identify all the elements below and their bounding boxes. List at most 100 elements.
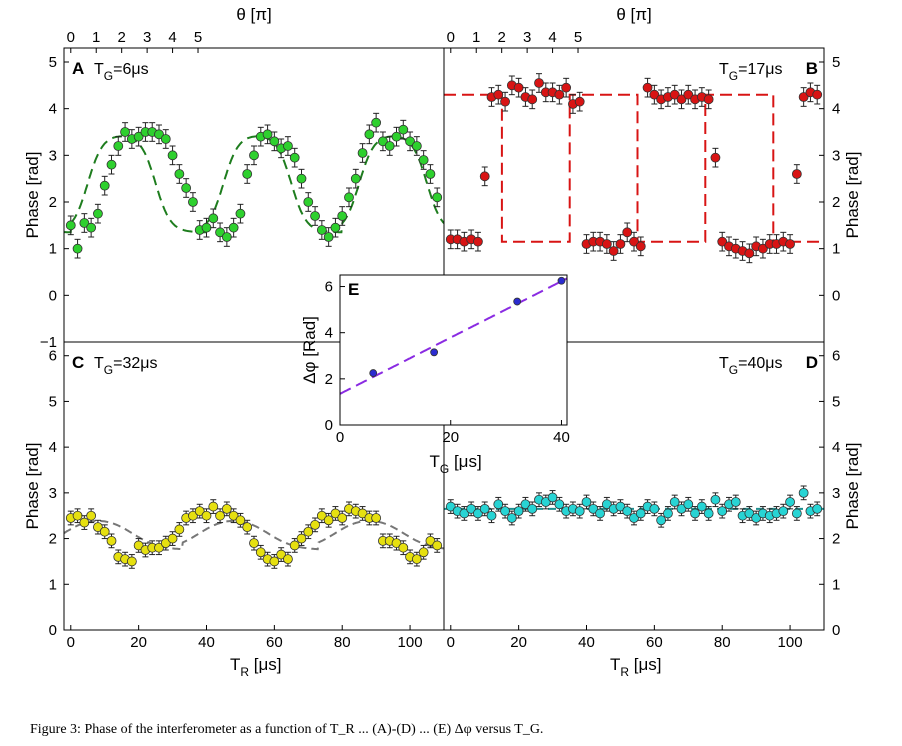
figure-caption: Figure 3: Phase of the interferometer as…: [30, 722, 544, 737]
y-tick-label: 6: [49, 348, 57, 365]
y-axis-label: Phase [rad]: [843, 443, 862, 530]
data-point: [167, 150, 178, 161]
data-point: [588, 503, 599, 514]
data-point: [615, 501, 626, 512]
data-point: [289, 540, 300, 551]
data-point: [160, 538, 171, 549]
data-point: [751, 513, 762, 523]
points-group: [369, 276, 566, 377]
data-point: [791, 169, 802, 179]
x-axis-label: TR [μs]: [610, 655, 662, 679]
panel-title: TG=40μs: [719, 355, 782, 377]
data-point: [425, 535, 436, 546]
y-axis-label: Phase [rad]: [23, 152, 42, 239]
data-point: [154, 129, 164, 140]
data-point: [554, 89, 565, 100]
y-tick-label: 1: [832, 576, 840, 593]
x-tick-label: 0: [336, 429, 344, 446]
data-point: [269, 136, 280, 147]
data-point: [269, 556, 280, 567]
data-point: [557, 276, 566, 285]
data-point: [520, 499, 531, 510]
x-tick-label: 80: [714, 634, 731, 651]
data-point: [785, 239, 795, 249]
points-group: [65, 499, 443, 569]
fit-group: [64, 135, 444, 234]
x-tick-label: 60: [266, 634, 283, 651]
data-point: [629, 513, 639, 523]
y-tick-label: 3: [832, 147, 840, 164]
data-point: [635, 508, 646, 519]
data-point: [262, 129, 273, 140]
data-point: [99, 526, 110, 537]
data-point: [430, 348, 439, 357]
y-tick-label: 6: [325, 279, 333, 296]
panel-title: TG=6μs: [94, 61, 149, 83]
data-point: [384, 141, 395, 151]
y-tick-label: 2: [325, 371, 333, 388]
data-point: [113, 141, 124, 151]
data-point: [378, 136, 388, 147]
data-point: [316, 510, 327, 521]
top-tick-label: 2: [498, 29, 506, 46]
y-tick-label: 0: [325, 417, 333, 434]
data-point: [323, 232, 334, 242]
data-point: [506, 513, 517, 523]
data-point: [133, 131, 144, 142]
y-tick-label: 4: [832, 101, 840, 118]
data-point: [635, 241, 646, 252]
data-point: [310, 211, 320, 221]
top-tick-label: 5: [194, 29, 202, 46]
data-point: [473, 236, 483, 247]
panel-label: B: [806, 59, 818, 78]
data-point: [500, 506, 510, 517]
data-point: [574, 506, 585, 517]
data-point: [791, 508, 802, 519]
inset-background: [340, 275, 567, 425]
data-point: [601, 499, 612, 510]
data-point: [479, 171, 490, 182]
points-group: [445, 73, 823, 264]
data-point: [276, 549, 287, 560]
data-point: [663, 508, 673, 519]
y-tick-label: 2: [49, 531, 57, 548]
x-tick-label: 40: [198, 634, 215, 651]
data-point: [194, 506, 205, 517]
data-point: [717, 506, 728, 517]
x-tick-label: 20: [510, 634, 527, 651]
data-point: [466, 503, 477, 514]
top-tick-label: 3: [143, 29, 151, 46]
y-tick-label: 3: [49, 485, 57, 502]
data-point: [425, 169, 436, 179]
data-point: [369, 369, 378, 377]
y-tick-label: 4: [325, 325, 333, 342]
data-point: [710, 494, 721, 505]
data-point: [629, 236, 639, 247]
y-tick-label: 0: [832, 622, 840, 639]
y-tick-label: 5: [832, 393, 840, 410]
data-point: [432, 192, 443, 203]
data-point: [432, 540, 443, 551]
y-tick-label: 2: [832, 194, 840, 211]
data-point: [540, 497, 551, 507]
data-point: [500, 96, 510, 107]
data-point: [479, 503, 490, 514]
y-tick-label: 6: [832, 348, 840, 365]
data-point: [296, 173, 307, 184]
data-point: [235, 208, 246, 219]
data-point: [547, 492, 558, 503]
top-tick-label: 0: [447, 29, 455, 46]
data-point: [303, 197, 314, 207]
data-point: [717, 236, 728, 247]
data-point: [574, 96, 585, 107]
data-point: [669, 497, 680, 507]
fit-line: [64, 519, 444, 551]
data-point: [812, 503, 823, 514]
data-point: [106, 159, 117, 170]
data-point: [221, 503, 232, 514]
panel-label: A: [72, 59, 84, 78]
top-tick-label: 3: [523, 29, 531, 46]
data-point: [310, 519, 320, 530]
data-point: [249, 150, 259, 161]
